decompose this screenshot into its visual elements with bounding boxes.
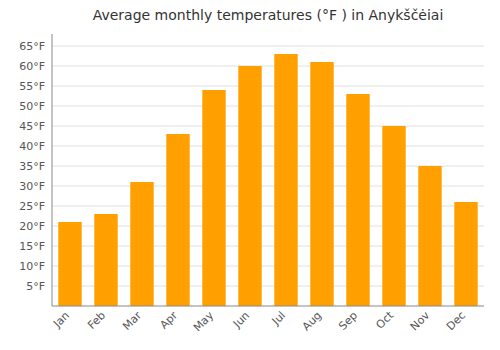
bar xyxy=(418,166,441,306)
chart-svg: Average monthly temperatures (°F ) in An… xyxy=(0,0,500,350)
y-axis-line xyxy=(52,34,53,306)
y-tick-label: 45°F xyxy=(19,120,45,133)
y-tick-label: 15°F xyxy=(19,240,45,253)
x-tick-label: Jul xyxy=(269,309,288,328)
grid-line xyxy=(52,46,484,47)
y-tick-label: 55°F xyxy=(19,80,45,93)
y-tick-label: 50°F xyxy=(19,100,45,113)
bar xyxy=(130,182,153,306)
y-tick-label: 65°F xyxy=(19,40,45,53)
x-tick-label: Jun xyxy=(230,309,252,331)
chart-container: Average monthly temperatures (°F ) in An… xyxy=(0,0,500,350)
x-tick-label: Sep xyxy=(336,309,360,333)
y-tick-label: 25°F xyxy=(19,200,45,213)
bar xyxy=(274,54,297,306)
y-tick-label: 35°F xyxy=(19,160,45,173)
bar xyxy=(346,94,369,306)
x-tick-label: Nov xyxy=(408,309,433,334)
bar xyxy=(58,222,81,306)
bar xyxy=(310,62,333,306)
chart-title: Average monthly temperatures (°F ) in An… xyxy=(93,7,444,23)
x-tick-label: Aug xyxy=(300,309,324,333)
bar xyxy=(382,126,405,306)
bars xyxy=(58,54,477,306)
grid-line xyxy=(52,106,484,107)
y-tick-label: 5°F xyxy=(26,280,45,293)
x-axis-line xyxy=(52,306,484,307)
bar xyxy=(202,90,225,306)
y-tick-label: 20°F xyxy=(19,220,45,233)
y-tick-label: 40°F xyxy=(19,140,45,153)
x-tick-label: Jan xyxy=(50,309,72,331)
x-tick-label: Feb xyxy=(85,309,108,332)
grid-line xyxy=(52,86,484,87)
bar xyxy=(238,66,261,306)
x-tick-label: Oct xyxy=(373,308,396,331)
grid-line xyxy=(52,126,484,127)
x-tick-label: May xyxy=(191,309,217,335)
y-tick-label: 60°F xyxy=(19,60,45,73)
x-tick-label: Mar xyxy=(120,309,144,333)
bar xyxy=(166,134,189,306)
bar xyxy=(94,214,117,306)
x-tick-label: Dec xyxy=(444,309,468,333)
y-tick-label: 30°F xyxy=(19,180,45,193)
grid-line xyxy=(52,146,484,147)
bar xyxy=(454,202,477,306)
x-tick-label: Apr xyxy=(157,309,180,332)
y-tick-label: 10°F xyxy=(19,260,45,273)
grid-line xyxy=(52,66,484,67)
